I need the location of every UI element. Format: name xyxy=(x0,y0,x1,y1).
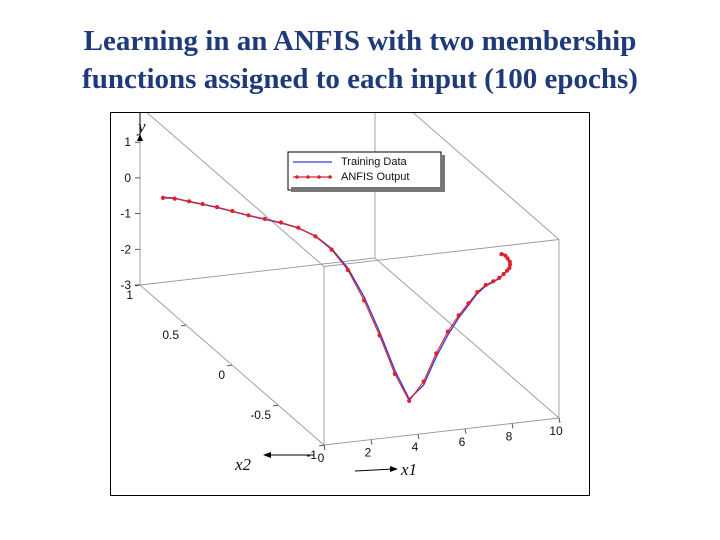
legend-box xyxy=(287,151,442,191)
legend-anfis-marker xyxy=(306,175,310,179)
legend: Training Data ANFIS Output xyxy=(287,151,445,192)
data-point-anfis-output xyxy=(187,199,192,204)
z-axis-label: y xyxy=(136,117,146,136)
box-edge xyxy=(139,106,325,267)
data-point-anfis-output xyxy=(501,271,506,277)
z-tick-label: -3 xyxy=(120,278,131,292)
x-tick-mark xyxy=(417,434,420,440)
y-tick-label: 1 xyxy=(126,288,133,302)
y-tick-label: -0.5 xyxy=(250,408,271,422)
data-point-anfis-output xyxy=(296,225,301,230)
data-point-anfis-output xyxy=(445,329,450,334)
x-tick-label: 6 xyxy=(459,435,466,449)
data-point-anfis-output xyxy=(466,301,471,306)
x-tick-label: 2 xyxy=(365,446,372,460)
data-point-anfis-output xyxy=(507,259,512,264)
x-tick-mark xyxy=(511,423,514,429)
data-point-anfis-output xyxy=(313,234,318,239)
legend-anfis-marker xyxy=(317,175,321,179)
box-edge xyxy=(323,417,560,446)
data-point-anfis-output xyxy=(329,247,334,252)
legend-training-label: Training Data xyxy=(341,156,408,168)
data-point-anfis-output xyxy=(200,201,205,207)
x-tick-mark xyxy=(323,444,326,451)
x-axis-arrowhead xyxy=(390,466,398,472)
slide-title-line-2: functions assigned to each input (100 ep… xyxy=(82,63,638,95)
data-point-anfis-output xyxy=(456,313,461,318)
box-edge xyxy=(374,257,560,419)
y-tick-mark xyxy=(180,324,187,327)
z-tick-label: 2 xyxy=(124,113,131,114)
data-point-anfis-output xyxy=(475,290,480,295)
y-tick-mark xyxy=(272,404,279,407)
y-tick-mark xyxy=(226,364,233,367)
box-edge xyxy=(323,239,560,267)
y-tick-mark xyxy=(318,444,325,447)
data-point-anfis-output xyxy=(407,398,412,403)
x-axis-label: x1 xyxy=(400,460,417,479)
z-tick-label: -2 xyxy=(120,242,131,256)
x-tick-label: 0 xyxy=(318,451,325,465)
data-point-anfis-output xyxy=(392,371,397,376)
data-point-anfis-output xyxy=(491,279,496,284)
data-point-anfis-output xyxy=(345,267,350,273)
data-point-anfis-output xyxy=(499,252,504,257)
data-point-anfis-output xyxy=(246,213,251,218)
y-tick-label: 0 xyxy=(218,368,225,382)
x-tick-mark xyxy=(464,428,467,434)
legend-anfis-marker xyxy=(328,175,332,179)
y-tick-label: -1 xyxy=(306,448,317,462)
y-tick-label: 0.5 xyxy=(162,328,179,342)
x-tick-label: 4 xyxy=(412,440,419,454)
slide-title-line-1: Learning in an ANFIS with two membership xyxy=(83,25,637,57)
legend-anfis-marker xyxy=(295,175,299,179)
data-point-anfis-output xyxy=(504,268,510,273)
data-point-anfis-output xyxy=(421,379,426,384)
data-point-anfis-output xyxy=(278,220,284,225)
z-tick-label: 1 xyxy=(124,135,131,149)
slide-title: Learning in an ANFIS with two membership… xyxy=(0,22,720,98)
data-point-anfis-output xyxy=(262,216,267,221)
data-point-anfis-output xyxy=(160,195,166,200)
data-point-anfis-output xyxy=(483,282,488,288)
z-tick-label: -1 xyxy=(120,207,131,221)
data-point-anfis-output xyxy=(230,208,235,214)
series-layer xyxy=(160,195,513,403)
data-point-anfis-output xyxy=(214,205,220,210)
series-line-training-data xyxy=(162,196,511,401)
legend-shadow-right xyxy=(441,155,445,192)
series-line-anfis-output xyxy=(162,197,511,402)
data-point-anfis-output xyxy=(503,253,508,258)
box-edge xyxy=(139,257,376,286)
data-point-anfis-output xyxy=(434,351,439,356)
z-axis-arrowhead xyxy=(137,134,143,141)
y-axis-label: x2 xyxy=(234,455,252,474)
data-point-anfis-output xyxy=(507,265,512,271)
x-tick-mark xyxy=(558,417,561,424)
data-point-anfis-output xyxy=(497,275,502,280)
z-tick-label: 0 xyxy=(124,171,131,185)
data-point-anfis-output xyxy=(172,196,177,201)
legend-anfis-label: ANFIS Output xyxy=(341,171,409,183)
data-point-anfis-output xyxy=(377,333,382,338)
data-point-anfis-output xyxy=(362,298,367,303)
x-tick-mark xyxy=(370,439,373,445)
y-axis-arrowhead xyxy=(263,452,271,458)
legend-shadow-bottom xyxy=(291,187,444,192)
x-tick-label: 8 xyxy=(506,429,513,443)
x-tick-label: 10 xyxy=(549,424,563,438)
x-axis-arrow-line xyxy=(354,468,394,472)
